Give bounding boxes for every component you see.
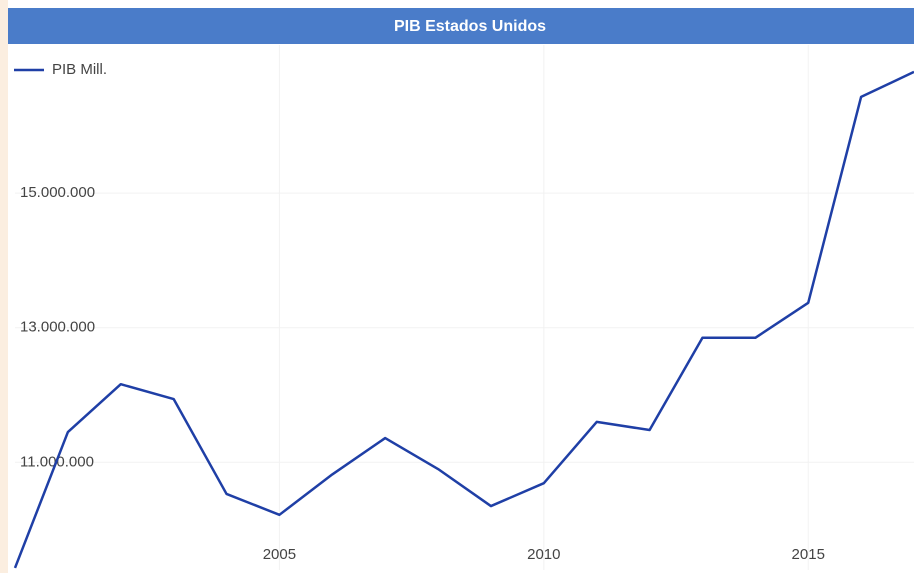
chart-title: PIB Estados Unidos (394, 18, 546, 35)
x-tick-label: 2005 (263, 546, 296, 563)
left-border (0, 0, 8, 573)
legend-label: PIB Mill. (52, 61, 107, 78)
y-tick-label: 13.000.000 (20, 319, 95, 336)
y-tick-label: 15.000.000 (20, 184, 95, 201)
plot-background (8, 0, 914, 573)
x-tick-label: 2010 (527, 546, 560, 563)
title-bar (8, 8, 914, 44)
line-series (13, 70, 914, 569)
x-tick-label: 2015 (792, 546, 825, 563)
